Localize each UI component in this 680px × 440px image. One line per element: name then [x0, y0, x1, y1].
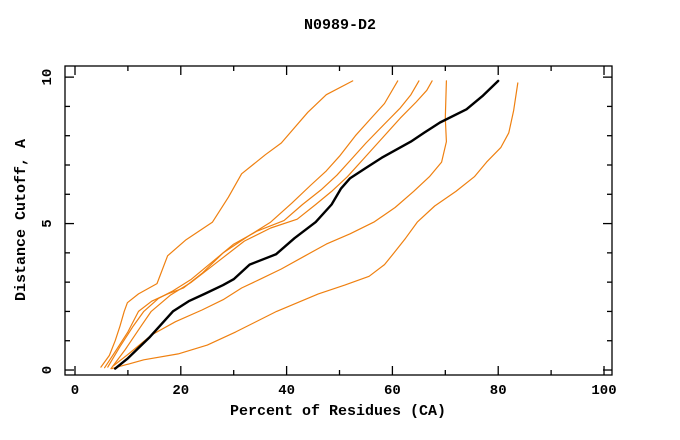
curve-model-5 [112, 80, 447, 367]
x-tick-label: 40 [278, 383, 295, 399]
curve-group [100, 79, 519, 370]
x-tick-label: 80 [490, 383, 507, 399]
y-tick-label-wrap: 5 [40, 219, 56, 227]
x-tick-label: 60 [384, 383, 401, 399]
x-tick-label: 20 [172, 383, 189, 399]
x-axis-title: Percent of Residues (CA) [230, 403, 446, 420]
curve-model-3 [107, 80, 420, 368]
y-tick-label-wrap: 0 [40, 366, 56, 374]
x-tick-label: 0 [71, 383, 79, 399]
y-tick-label-wrap: 10 [40, 69, 56, 86]
curve-model-6 [111, 82, 519, 370]
x-tick-label: 100 [591, 383, 616, 399]
axis-tick-labels: 0 20 40 60 80 100 0 5 10 [40, 69, 617, 399]
plot-frame [64, 65, 613, 376]
y-tick-label: 10 [40, 69, 56, 86]
curve-model-4 [110, 80, 433, 370]
y-tick-label: 5 [40, 219, 56, 227]
curve-selected-model [113, 79, 500, 370]
axis-ticks [65, 66, 612, 375]
y-tick-label: 0 [40, 366, 56, 374]
y-axis-title-wrap: Distance Cutoff, A [13, 139, 30, 301]
y-axis-title: Distance Cutoff, A [13, 139, 30, 301]
curve-model-1 [100, 80, 354, 368]
chart-title: N0989-D2 [304, 17, 376, 34]
